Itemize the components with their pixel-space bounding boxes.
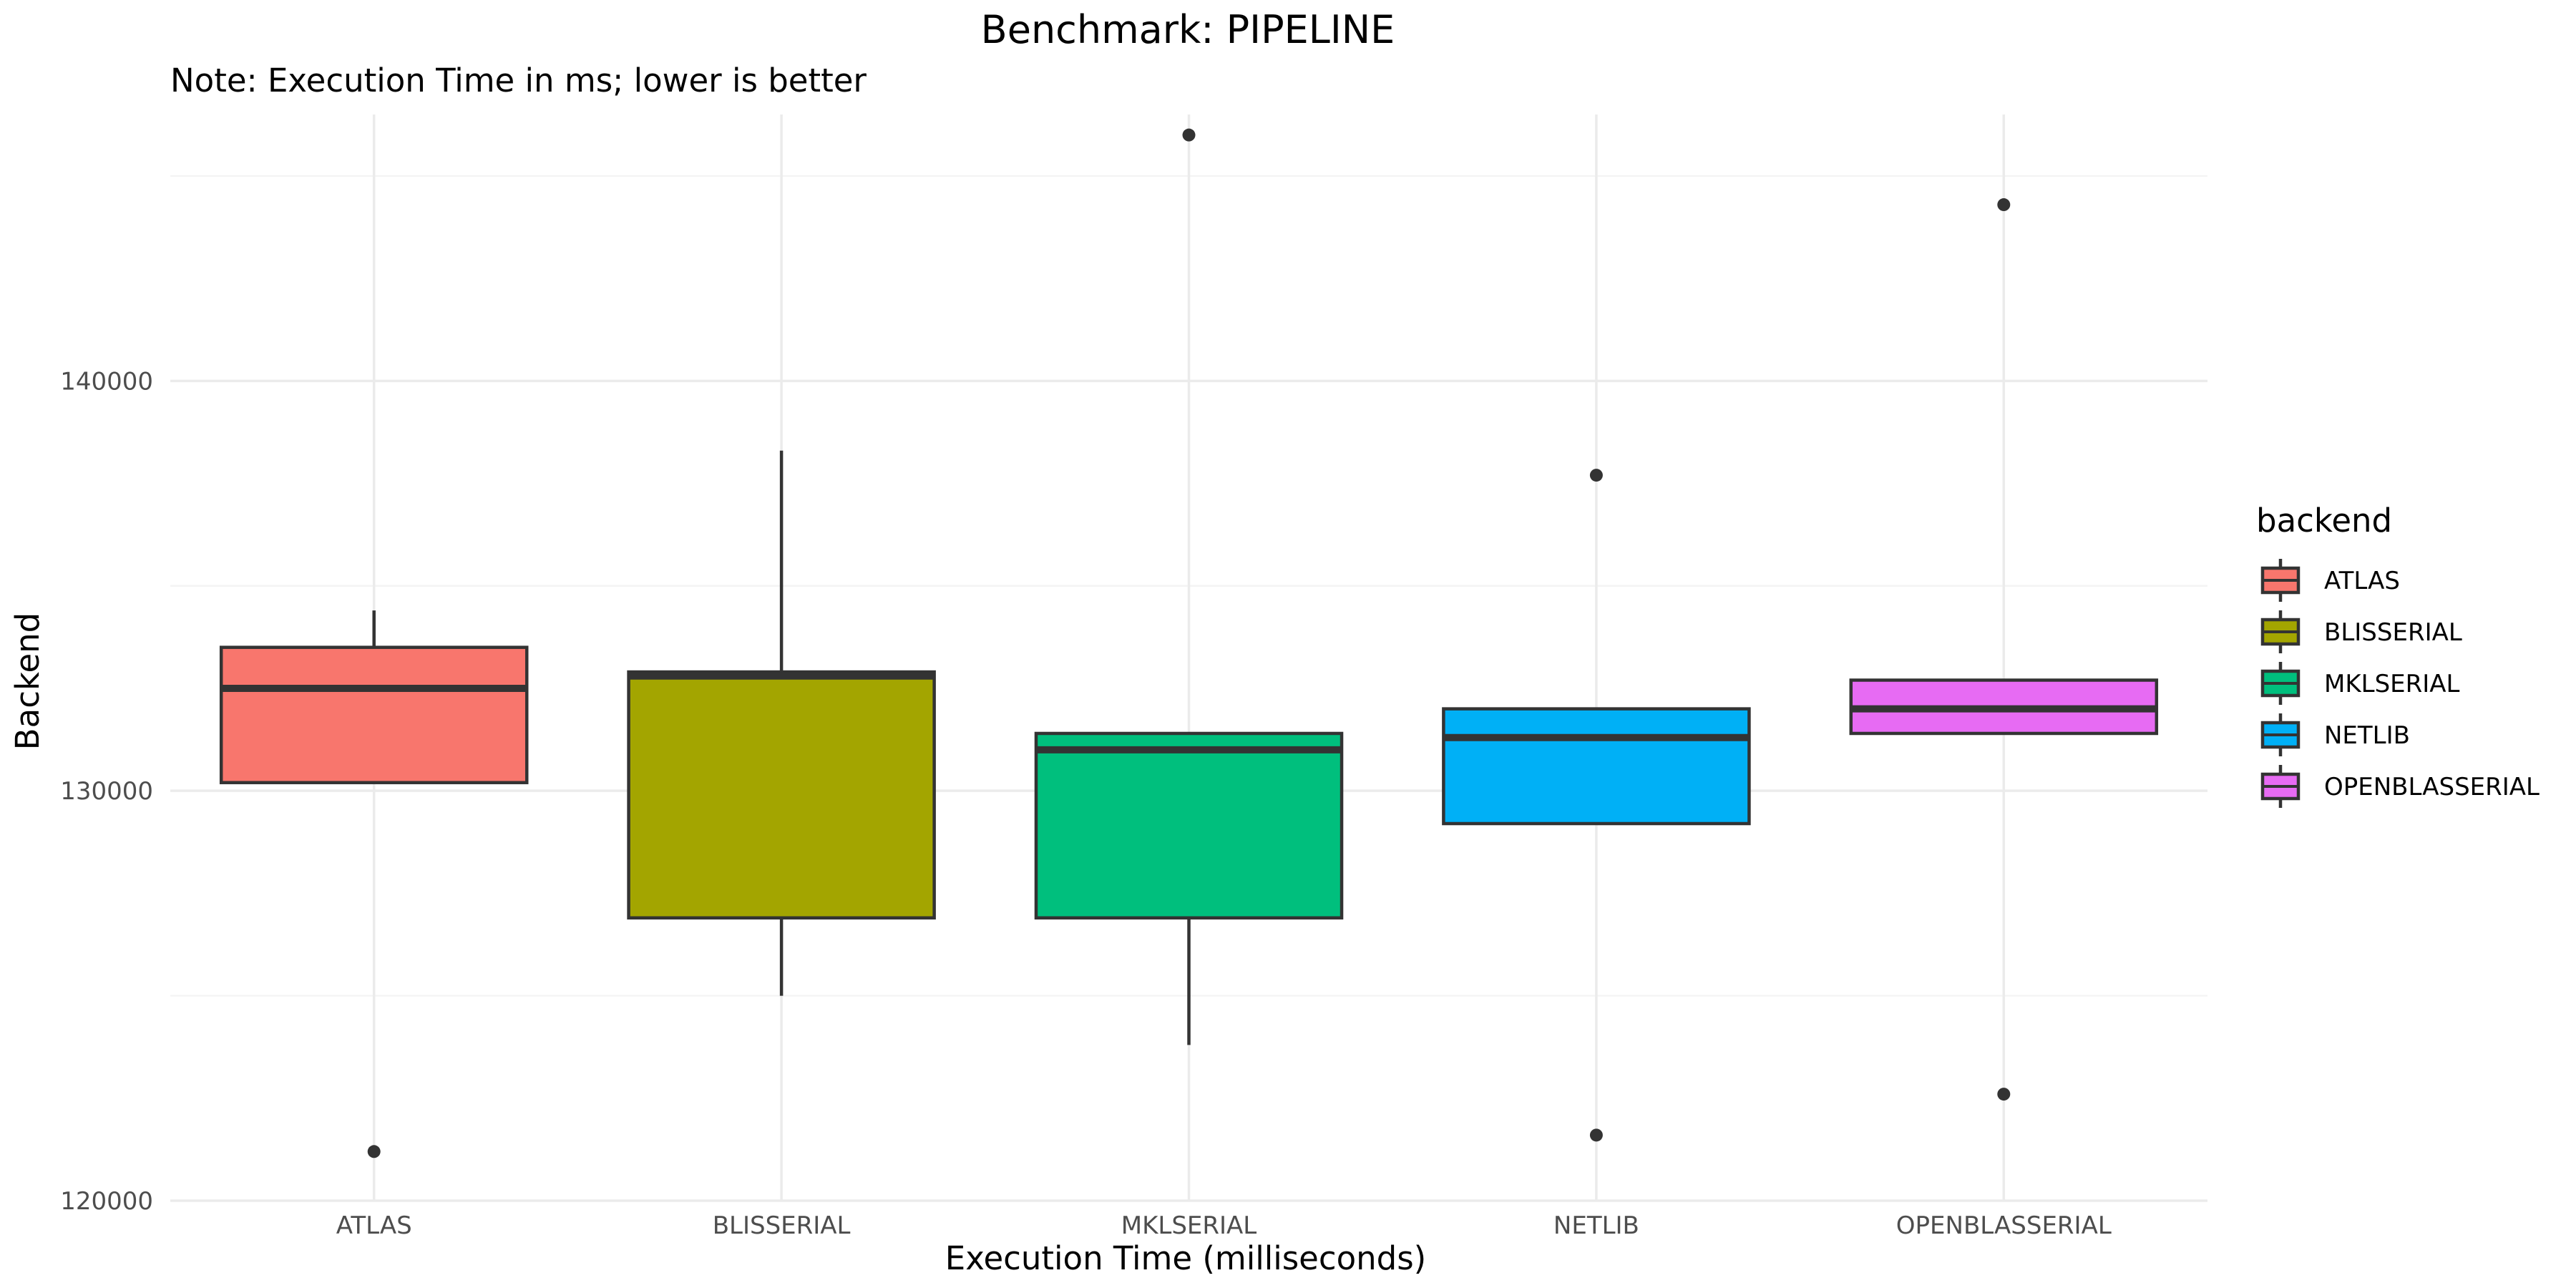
outlier-point [1997, 198, 2011, 212]
box-blisserial [627, 450, 936, 996]
box-body [1034, 731, 1344, 919]
box-series [219, 128, 2159, 1158]
box-openblasserial [1849, 198, 2159, 1101]
y-axis-tick-labels: 120000 130000 140000 [60, 367, 153, 1216]
box-body [627, 670, 936, 919]
box-netlib [1442, 469, 1751, 1142]
x-tick-label: BLISSERIAL [713, 1211, 851, 1240]
box-mklserial [1034, 128, 1344, 1045]
legend-label: NETLIB [2324, 721, 2410, 750]
chart-title: Benchmark: PIPELINE [981, 7, 1395, 52]
legend: backend ATLAS BLISSERIAL MKLSERIAL NETLIB OP… [2256, 502, 2540, 808]
legend-label: OPENBLASSERIAL [2324, 773, 2540, 801]
x-tick-label: OPENBLASSERIAL [1896, 1211, 2112, 1240]
legend-item-netlib: NETLIB [2260, 713, 2410, 756]
box-body [219, 645, 529, 784]
legend-label: MKLSERIAL [2324, 670, 2460, 698]
legend-item-blisserial: BLISSERIAL [2260, 610, 2462, 653]
legend-title: backend [2256, 502, 2392, 540]
legend-label: ATLAS [2324, 567, 2400, 595]
y-axis-title: Backend [9, 613, 47, 750]
legend-item-atlas: ATLAS [2260, 559, 2400, 602]
x-tick-label: MKLSERIAL [1121, 1211, 1257, 1240]
box-body [1442, 707, 1751, 826]
legend-item-mklserial: MKLSERIAL [2260, 662, 2460, 705]
x-tick-label: ATLAS [336, 1211, 412, 1240]
outlier-point [1182, 128, 1196, 142]
x-tick-label: NETLIB [1553, 1211, 1639, 1240]
outlier-point [1997, 1088, 2011, 1101]
y-tick-label: 130000 [60, 777, 153, 806]
legend-item-openblasserial: OPENBLASSERIAL [2260, 765, 2540, 808]
x-axis-tick-labels: ATLAS BLISSERIAL MKLSERIAL NETLIB OPENBLASSE… [336, 1211, 2112, 1240]
outlier-point [367, 1145, 381, 1158]
y-tick-label: 140000 [60, 367, 153, 396]
y-tick-label: 120000 [60, 1187, 153, 1216]
x-axis-title: Execution Time (milliseconds) [945, 1239, 1426, 1277]
legend-items: ATLAS BLISSERIAL MKLSERIAL NETLIB OPENBLASSE… [2260, 559, 2540, 808]
legend-label: BLISSERIAL [2324, 618, 2462, 647]
chart-subtitle: Note: Execution Time in ms; lower is bet… [170, 62, 867, 99]
box-atlas [219, 610, 529, 1158]
outlier-point [1589, 1128, 1603, 1142]
outlier-point [1589, 469, 1603, 482]
